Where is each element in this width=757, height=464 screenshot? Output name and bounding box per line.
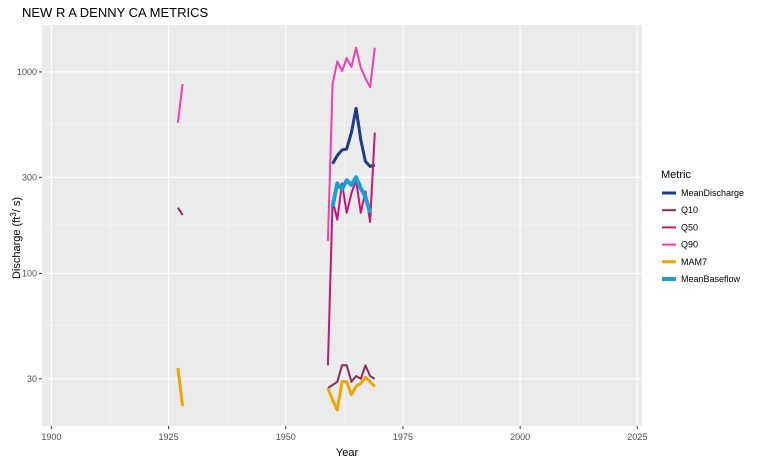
x-tick-label: 2000 [510, 432, 530, 442]
series-line-q10 [327, 364, 376, 389]
y-axis-title-suffix: / s) [11, 197, 23, 212]
y-tick-label: 300 [22, 172, 37, 182]
plot-panel [42, 25, 642, 426]
series-line-q90 [326, 46, 376, 241]
minor-gridlines [42, 25, 642, 426]
series-line-meandischarge [331, 106, 376, 168]
major-gridlines [42, 25, 642, 426]
x-tick-label: 2025 [627, 432, 647, 442]
y-axis-title-superscript: 3 [9, 212, 18, 217]
y-axis-title: Discharge (ft3/ s) [9, 197, 23, 279]
y-axis: 30 100 300 1000 [17, 67, 42, 384]
x-axis: 1900 1925 1950 1975 2000 2025 [41, 426, 647, 442]
x-tick-label: 1925 [159, 432, 179, 442]
series-lines [176, 46, 376, 412]
series-line-meanbaseflow [330, 175, 373, 214]
x-tick-label: 1950 [276, 432, 296, 442]
series-line-mam7 [176, 367, 185, 407]
legend-label-q90: Q90 [681, 240, 698, 250]
x-axis-title: Year [336, 447, 359, 459]
y-tick-label: 100 [22, 268, 37, 278]
x-tick-label: 1900 [41, 432, 61, 442]
legend-label-q10: Q10 [681, 205, 698, 215]
legend: Metric MeanDischarge Q10 Q50 Q90 MAM7 MeanBas… [661, 169, 744, 284]
y-tick-label: 30 [27, 374, 37, 384]
chart-title: NEW R A DENNY CA METRICS [22, 5, 208, 20]
legend-label-mam7: MAM7 [681, 257, 707, 267]
legend-title: Metric [661, 169, 691, 181]
legend-label-q50: Q50 [681, 222, 698, 232]
series-line-mam7 [326, 375, 376, 412]
series-line-q10 [177, 207, 184, 216]
y-axis-title-prefix: Discharge (ft [11, 217, 23, 279]
x-tick-label: 1975 [393, 432, 413, 442]
series-line-q90 [176, 83, 184, 123]
legend-label-meanbaseflow: MeanBaseflow [681, 274, 741, 284]
legend-label-meandischarge: MeanDischarge [681, 188, 744, 198]
y-tick-label: 1000 [17, 67, 37, 77]
